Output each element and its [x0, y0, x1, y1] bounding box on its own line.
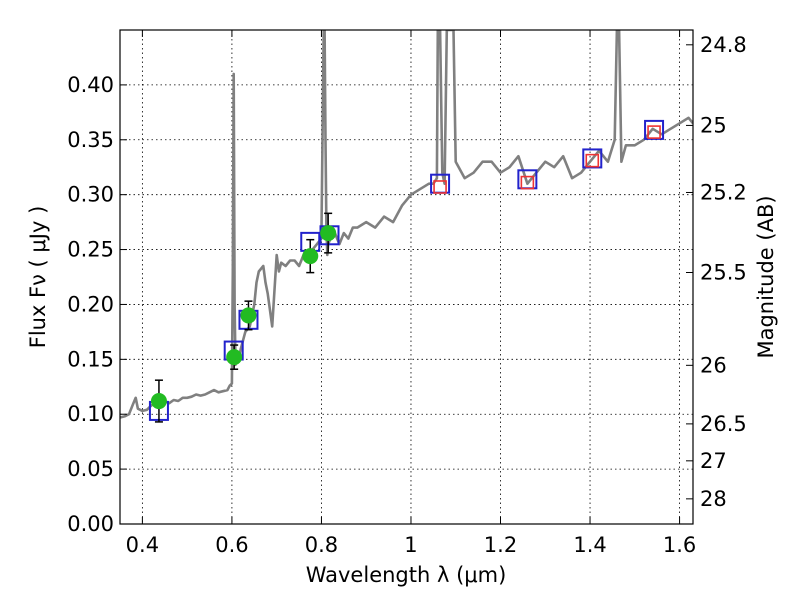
magnitude-tick-label: 24.8	[700, 33, 747, 57]
y-tick-label: 0.25	[67, 238, 114, 262]
y-tick-label: 0.10	[67, 402, 114, 426]
x-tick-label: 1.2	[484, 533, 517, 557]
x-tick-label: 1.6	[663, 533, 696, 557]
y-tick-label: 0.40	[67, 73, 114, 97]
plot-layer	[120, 30, 693, 423]
x-axis-title: Wavelength λ (μm)	[306, 563, 507, 587]
y-tick-label: 0.35	[67, 128, 114, 152]
y-tick-label: 0.30	[67, 183, 114, 207]
x-tick-label: 1.4	[573, 533, 606, 557]
x-tick-label: 0.4	[126, 533, 159, 557]
model-nir-square	[647, 125, 661, 139]
plot-frame	[119, 29, 694, 525]
model-nir-square	[585, 153, 600, 168]
model-photometry-square	[644, 119, 665, 140]
y-tick-label: 0.00	[67, 512, 114, 536]
tick-layer: 0.4 0.6 0.8 1 1.2 1.4 1.6 0.00 0.05 0.10 0.15 0.20 0…	[67, 30, 747, 557]
grid-layer	[120, 30, 693, 524]
data-point	[302, 248, 319, 265]
model-nir-square	[520, 175, 535, 190]
y-axis-title-right: Magnitude (AB)	[754, 195, 778, 358]
magnitude-tick-label: 25.2	[700, 180, 747, 204]
data-point	[226, 349, 243, 366]
y-tick-label: 0.20	[67, 292, 114, 316]
magnitude-tick-label: 26.5	[700, 412, 747, 436]
spectrum-line	[120, 30, 693, 419]
data-point	[240, 307, 257, 324]
magnitude-tick-label: 28	[700, 487, 727, 511]
magnitude-tick-label: 25.5	[700, 261, 747, 285]
model-photometry-square	[582, 148, 603, 169]
y-tick-label: 0.05	[67, 457, 114, 481]
magnitude-tick-label: 26	[700, 353, 727, 377]
y-tick-label: 0.15	[67, 347, 114, 371]
x-tick-label: 0.6	[215, 533, 248, 557]
magnitude-tick-label: 27	[700, 449, 727, 473]
magnitude-tick-label: 25	[700, 113, 727, 137]
y-axis-title-left: Flux Fν ( μJy )	[26, 206, 50, 349]
x-tick-label: 1	[404, 533, 417, 557]
x-tick-label: 0.8	[305, 533, 338, 557]
data-point	[150, 393, 167, 410]
data-point	[320, 225, 337, 242]
model-nir-square	[433, 180, 447, 194]
